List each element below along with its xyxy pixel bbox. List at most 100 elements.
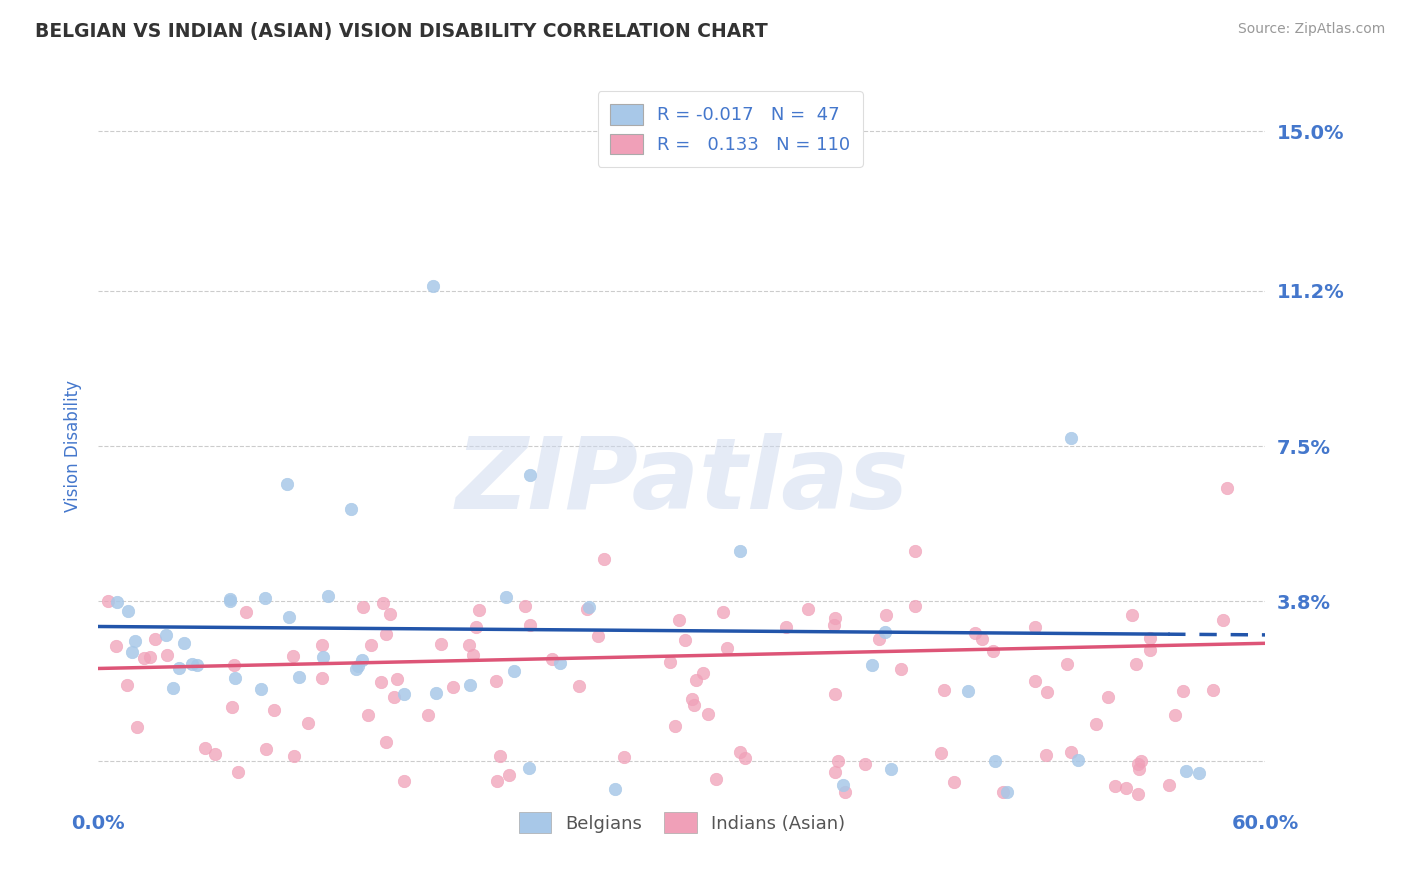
Point <box>382 690 405 705</box>
Point <box>425 686 447 700</box>
Point <box>394 687 416 701</box>
Point <box>1188 765 1211 780</box>
Point <box>1060 431 1083 445</box>
Point <box>115 678 138 692</box>
Point <box>932 683 955 698</box>
Point <box>868 632 890 647</box>
Point <box>288 670 311 684</box>
Point <box>204 747 226 761</box>
Point <box>360 639 382 653</box>
Point <box>311 671 333 685</box>
Point <box>673 632 696 647</box>
Point <box>1115 780 1137 795</box>
Point <box>224 672 246 686</box>
Point <box>283 749 305 764</box>
Point <box>254 741 277 756</box>
Point <box>1139 631 1161 645</box>
Point <box>1036 685 1059 699</box>
Point <box>352 600 374 615</box>
Point <box>263 703 285 717</box>
Point <box>117 604 139 618</box>
Point <box>347 659 370 673</box>
Point <box>1121 607 1143 622</box>
Point <box>796 602 818 616</box>
Point <box>457 638 479 652</box>
Point <box>824 611 846 625</box>
Point <box>221 700 243 714</box>
Point <box>277 609 299 624</box>
Point <box>668 613 690 627</box>
Point <box>834 785 856 799</box>
Y-axis label: Vision Disability: Vision Disability <box>63 380 82 512</box>
Point <box>1097 690 1119 704</box>
Point <box>775 620 797 634</box>
Point <box>134 651 156 665</box>
Point <box>276 476 298 491</box>
Point <box>502 664 524 678</box>
Point <box>692 666 714 681</box>
Point <box>831 778 853 792</box>
Point <box>139 650 162 665</box>
Point <box>984 754 1007 768</box>
Point <box>495 590 517 604</box>
Point <box>613 749 636 764</box>
Point <box>235 605 257 619</box>
Point <box>1128 762 1150 776</box>
Point <box>904 599 927 613</box>
Point <box>972 632 994 646</box>
Point <box>697 707 720 722</box>
Point <box>827 754 849 768</box>
Point <box>716 640 738 655</box>
Point <box>1126 757 1149 772</box>
Point <box>1215 481 1237 495</box>
Point <box>823 618 845 632</box>
Point <box>219 592 242 607</box>
Legend: Belgians, Indians (Asian): Belgians, Indians (Asian) <box>512 805 852 840</box>
Point <box>704 772 727 786</box>
Point <box>1056 657 1078 671</box>
Point <box>1171 684 1194 698</box>
Point <box>890 662 912 676</box>
Point <box>460 678 482 692</box>
Point <box>169 661 191 675</box>
Point <box>664 719 686 733</box>
Point <box>880 762 903 776</box>
Point <box>488 749 510 764</box>
Point <box>162 681 184 695</box>
Point <box>441 681 464 695</box>
Point <box>352 653 374 667</box>
Point <box>541 652 564 666</box>
Point <box>97 594 120 608</box>
Point <box>253 591 276 606</box>
Point <box>681 692 703 706</box>
Point <box>824 764 846 779</box>
Point <box>1084 717 1107 731</box>
Point <box>1126 787 1149 801</box>
Point <box>297 715 319 730</box>
Point <box>429 637 451 651</box>
Point <box>519 468 541 483</box>
Point <box>1139 642 1161 657</box>
Point <box>1060 746 1083 760</box>
Point <box>515 599 537 613</box>
Point <box>1067 753 1090 767</box>
Point <box>929 746 952 760</box>
Point <box>465 620 488 634</box>
Point <box>824 687 846 701</box>
Text: ZIPatlas: ZIPatlas <box>456 434 908 530</box>
Point <box>658 655 681 669</box>
Point <box>340 502 363 516</box>
Point <box>484 673 506 688</box>
Point <box>734 751 756 765</box>
Point <box>991 785 1014 799</box>
Point <box>105 639 128 653</box>
Point <box>250 681 273 696</box>
Point <box>385 672 408 686</box>
Point <box>1201 683 1223 698</box>
Point <box>374 627 396 641</box>
Point <box>1164 708 1187 723</box>
Point <box>105 595 128 609</box>
Point <box>576 602 599 616</box>
Point <box>228 765 250 780</box>
Point <box>316 589 339 603</box>
